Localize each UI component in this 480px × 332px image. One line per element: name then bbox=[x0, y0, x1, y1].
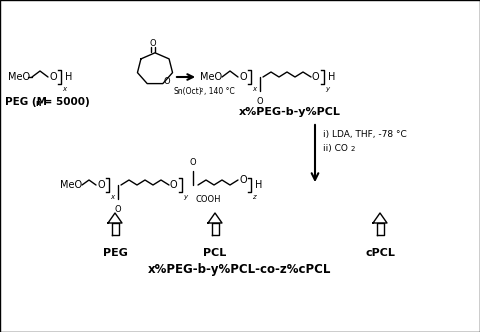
Text: O: O bbox=[150, 40, 156, 48]
Text: PCL: PCL bbox=[204, 248, 227, 258]
Text: H: H bbox=[255, 180, 263, 190]
Text: x%PEG-b-y%PCL-co-z%cPCL: x%PEG-b-y%PCL-co-z%cPCL bbox=[148, 263, 332, 276]
Text: O: O bbox=[257, 97, 264, 106]
Text: O: O bbox=[239, 175, 247, 185]
Text: MeO: MeO bbox=[60, 180, 82, 190]
Text: O: O bbox=[312, 72, 320, 82]
Text: PEG (M: PEG (M bbox=[5, 97, 47, 107]
Polygon shape bbox=[212, 223, 218, 235]
Text: cPCL: cPCL bbox=[365, 248, 395, 258]
Text: x: x bbox=[62, 86, 66, 92]
Text: x%PEG-b-y%PCL: x%PEG-b-y%PCL bbox=[239, 107, 341, 117]
Text: z: z bbox=[252, 194, 256, 200]
Text: O: O bbox=[170, 180, 178, 190]
Text: MeO: MeO bbox=[200, 72, 222, 82]
Text: y: y bbox=[183, 194, 187, 200]
Text: H: H bbox=[328, 72, 336, 82]
Text: MeO: MeO bbox=[8, 72, 30, 82]
Polygon shape bbox=[208, 213, 222, 223]
Polygon shape bbox=[111, 223, 119, 235]
Text: O: O bbox=[115, 205, 121, 214]
Text: 2: 2 bbox=[200, 88, 204, 93]
Text: = 5000): = 5000) bbox=[40, 97, 90, 107]
Text: O: O bbox=[239, 72, 247, 82]
Polygon shape bbox=[373, 213, 387, 223]
Text: O: O bbox=[49, 72, 57, 82]
Text: PEG: PEG bbox=[103, 248, 127, 258]
Text: 2: 2 bbox=[351, 146, 355, 152]
Text: COOH: COOH bbox=[196, 195, 221, 204]
Text: Sn(Oct): Sn(Oct) bbox=[174, 87, 203, 96]
Text: O: O bbox=[164, 76, 170, 86]
Polygon shape bbox=[108, 213, 122, 223]
Text: , 140 °C: , 140 °C bbox=[204, 87, 235, 96]
Text: ii) CO: ii) CO bbox=[323, 144, 348, 153]
Text: O: O bbox=[190, 158, 196, 167]
Text: y: y bbox=[325, 86, 329, 92]
Text: x: x bbox=[252, 86, 256, 92]
Text: H: H bbox=[65, 72, 72, 82]
Text: i) LDA, THF, -78 °C: i) LDA, THF, -78 °C bbox=[323, 130, 407, 139]
Text: x: x bbox=[110, 194, 114, 200]
Text: n: n bbox=[35, 100, 40, 109]
Text: O: O bbox=[97, 180, 105, 190]
Polygon shape bbox=[376, 223, 384, 235]
